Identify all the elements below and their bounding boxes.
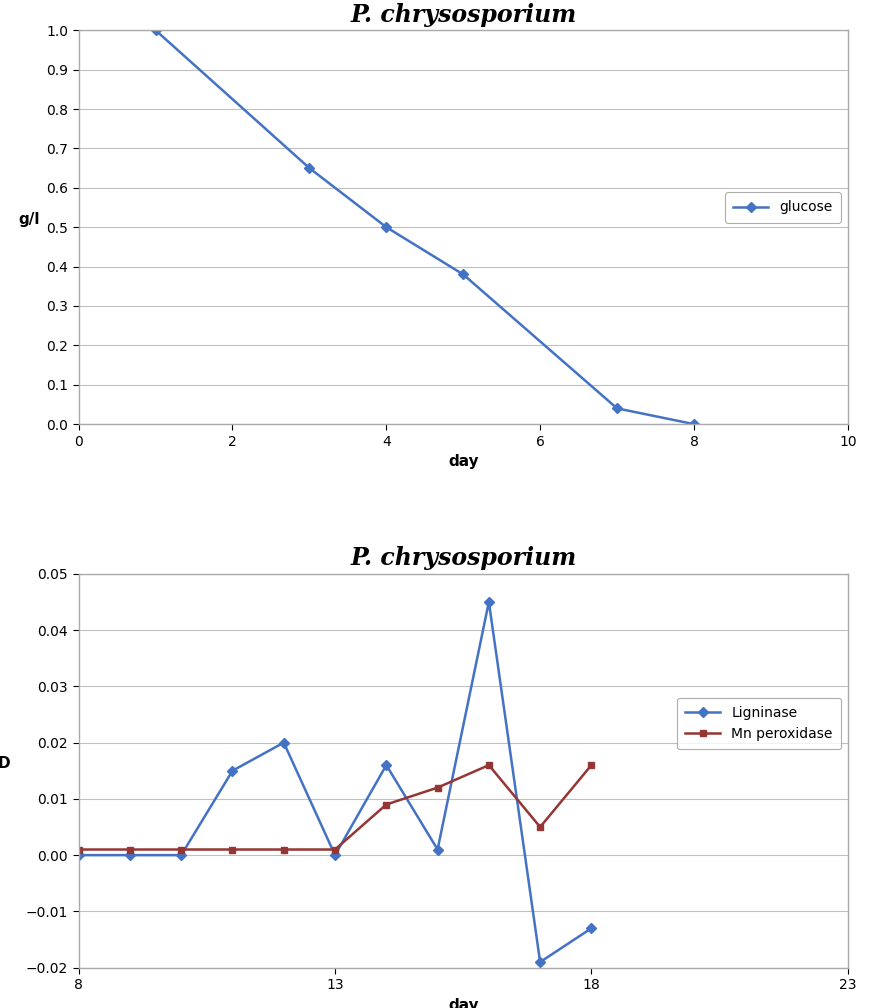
glucose — [689, 418, 699, 430]
Mn peroxidase — [483, 759, 494, 771]
Y-axis label: g/l: g/l — [19, 212, 40, 227]
Legend: Ligninase, Mn peroxidase: Ligninase, Mn peroxidase — [677, 698, 841, 749]
Line: glucose: glucose — [152, 27, 697, 427]
glucose — [304, 162, 315, 174]
glucose — [150, 24, 161, 36]
Mn peroxidase — [433, 781, 443, 793]
Mn peroxidase — [176, 844, 186, 856]
Title: P. chrysosporium: P. chrysosporium — [350, 546, 576, 571]
Ligninase — [535, 956, 545, 968]
Mn peroxidase — [329, 844, 340, 856]
Ligninase — [381, 759, 392, 771]
Ligninase — [73, 849, 84, 861]
glucose — [612, 402, 622, 414]
Ligninase — [433, 844, 443, 856]
Mn peroxidase — [125, 844, 135, 856]
Legend: glucose: glucose — [725, 193, 841, 223]
Ligninase — [483, 596, 494, 608]
Line: Mn peroxidase: Mn peroxidase — [75, 762, 595, 853]
Mn peroxidase — [381, 798, 392, 810]
Y-axis label: OD: OD — [0, 756, 10, 771]
Mn peroxidase — [535, 821, 545, 833]
Mn peroxidase — [73, 844, 84, 856]
Line: Ligninase: Ligninase — [75, 599, 595, 966]
Title: P. chrysosporium: P. chrysosporium — [350, 3, 576, 27]
Ligninase — [176, 849, 186, 861]
Mn peroxidase — [586, 759, 597, 771]
Mn peroxidase — [227, 844, 238, 856]
Ligninase — [125, 849, 135, 861]
X-axis label: day: day — [447, 998, 479, 1008]
Ligninase — [279, 737, 289, 749]
glucose — [458, 268, 468, 280]
Mn peroxidase — [279, 844, 289, 856]
X-axis label: day: day — [447, 454, 479, 469]
glucose — [381, 221, 392, 233]
Ligninase — [227, 765, 238, 777]
Ligninase — [329, 849, 340, 861]
Ligninase — [586, 922, 597, 934]
